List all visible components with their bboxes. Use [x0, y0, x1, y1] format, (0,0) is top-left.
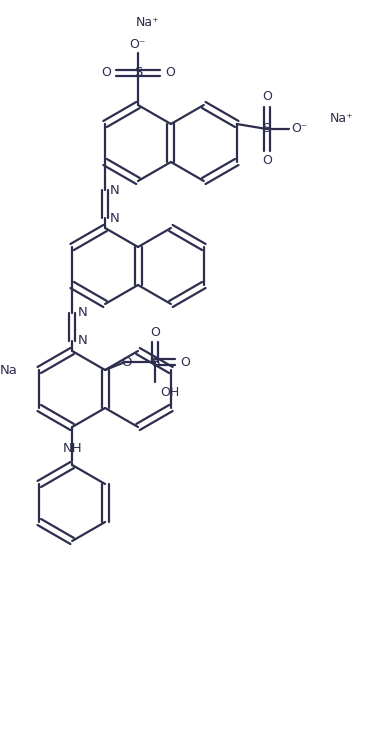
Text: N: N [77, 335, 87, 347]
Text: S: S [134, 67, 142, 79]
Text: Na⁺: Na⁺ [330, 112, 354, 126]
Text: O: O [101, 67, 111, 79]
Text: O: O [150, 325, 160, 338]
Text: N: N [110, 211, 120, 225]
Text: O: O [262, 90, 272, 103]
Text: N: N [77, 307, 87, 319]
Text: Na: Na [0, 363, 17, 377]
Text: OH: OH [160, 385, 179, 399]
Text: NH: NH [62, 443, 82, 456]
Text: O: O [180, 355, 190, 368]
Text: O: O [165, 67, 175, 79]
Text: O: O [262, 154, 272, 167]
Text: O⁻: O⁻ [130, 37, 146, 51]
Text: O: O [121, 357, 131, 369]
Text: S: S [151, 355, 159, 368]
Text: O⁻: O⁻ [291, 123, 308, 136]
Text: S: S [262, 123, 271, 136]
Text: N: N [110, 184, 120, 197]
Text: Na⁺: Na⁺ [136, 16, 160, 29]
